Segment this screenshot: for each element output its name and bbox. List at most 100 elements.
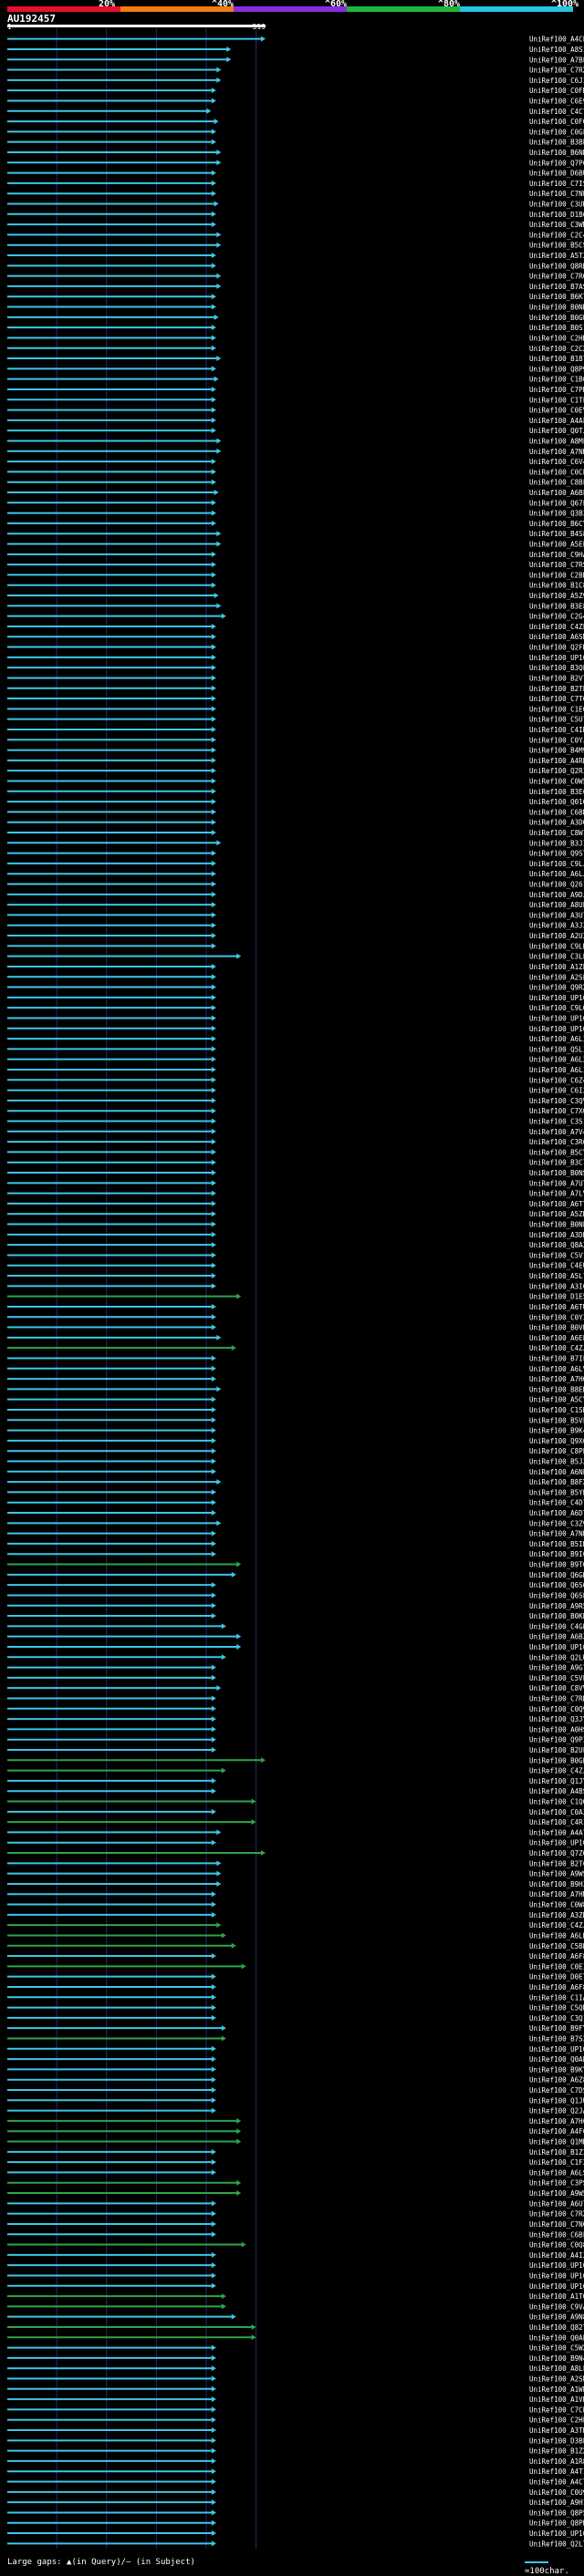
alignment-arrowhead — [211, 1180, 216, 1186]
subject-label: UniRef100_A9N8B3 — [529, 2313, 584, 2322]
subject-label: UniRef100_D0ET13 — [529, 1973, 584, 1981]
alignment-arrowhead — [211, 2437, 216, 2444]
subject-label: UniRef100_A2U3N0 — [529, 932, 584, 940]
alignment-arrowhead — [211, 211, 216, 217]
subject-label: UniRef100_Q7ZG79 — [529, 1849, 584, 1857]
subject-label: UniRef100_C0GFB8 — [529, 128, 584, 136]
alignment-arrowhead — [211, 963, 216, 969]
alignment-arrowhead — [211, 1108, 216, 1114]
alignment-arrowhead — [211, 974, 216, 980]
alignment-arrowhead — [211, 1221, 216, 1227]
alignment-arrowhead — [251, 2334, 256, 2341]
subject-label: UniRef100_C3R6D7 — [529, 1138, 584, 1146]
subject-label: UniRef100_A4F6P9 — [529, 2127, 584, 2136]
alignment-arrowhead — [221, 2303, 226, 2310]
alignment-arrowhead — [211, 1283, 216, 1289]
subject-label: UniRef100_Q67L99 — [529, 499, 584, 507]
alignment-arrowhead — [231, 2313, 236, 2320]
subject-label: UniRef100_A3DRH9 — [529, 1231, 584, 1239]
alignment-arrowhead — [211, 1376, 216, 1382]
legend-label: 20% — [99, 0, 116, 9]
subject-label: UniRef100_C0EI34 — [529, 1962, 584, 1971]
subject-label: UniRef100_C6I218 — [529, 1087, 584, 1095]
subject-label: UniRef100_Q82TF3 — [529, 2323, 584, 2332]
alignment-arrowhead — [211, 510, 216, 516]
subject-label: UniRef100_B2ULG2 — [529, 1746, 584, 1754]
subject-label: UniRef100_C7X0Y0 — [529, 1107, 584, 1115]
alignment-arrowhead — [236, 1293, 242, 1299]
alignment-arrowhead — [211, 1777, 216, 1784]
subject-label: UniRef100_B9TGJ8 — [529, 1561, 584, 1569]
alignment-arrowhead — [211, 1139, 216, 1145]
alignment-arrowhead — [211, 1159, 216, 1165]
alignment-arrowhead — [221, 1654, 226, 1660]
subject-label: UniRef100_C1B6T7 — [529, 376, 584, 384]
scale-legend: =100char. — [525, 2558, 584, 2576]
alignment-arrowhead — [236, 2179, 242, 2186]
subject-label: UniRef100_B5CSC0 — [529, 242, 584, 250]
alignment-arrowhead — [211, 2056, 216, 2063]
alignment-arrowhead — [211, 294, 216, 300]
subject-label: UniRef100_UP1000.. — [529, 2045, 584, 2054]
alignment-arrowhead — [211, 1746, 216, 1753]
subject-label: UniRef100_C7RXR7 — [529, 67, 584, 75]
subject-label: UniRef100_B0GB75 — [529, 1756, 584, 1764]
subject-label: UniRef100_C9LQL2 — [529, 1004, 584, 1012]
alignment-arrowhead — [211, 799, 216, 805]
alignment-arrowhead — [211, 2097, 216, 2104]
alignment-arrowhead — [211, 2365, 216, 2372]
subject-label: UniRef100_A9DJX7 — [529, 891, 584, 899]
subject-label: UniRef100_C2C4K6 — [529, 231, 584, 239]
alignment-arrowhead — [211, 922, 216, 928]
scale-text: =100char. — [525, 2567, 569, 2576]
subject-label: UniRef100_C0U902 — [529, 2488, 584, 2497]
alignment-arrowhead — [211, 2231, 216, 2238]
alignment-arrowhead — [211, 98, 216, 104]
alignment-arrowhead — [236, 2190, 242, 2197]
subject-label: UniRef100_C0EVH8 — [529, 407, 584, 415]
subject-label: UniRef100_C2HEL2 — [529, 2416, 584, 2425]
alignment-arrowhead — [211, 1510, 216, 1516]
subject-label: UniRef100_A6SM96 — [529, 633, 584, 641]
alignment-arrowhead — [221, 2293, 226, 2300]
alignment-arrowhead — [211, 994, 216, 1000]
subject-label: UniRef100_A7HQ83 — [529, 1375, 584, 1383]
alignment-arrowhead — [211, 933, 216, 939]
subject-label: UniRef100_UP1000.. — [529, 1643, 584, 1651]
query-tick-label: 519 — [253, 23, 266, 31]
alignment-arrowhead — [211, 1427, 216, 1433]
alignment-arrowhead — [216, 273, 222, 279]
subject-label: UniRef100_C8VVZ5 — [529, 1684, 584, 1692]
subject-label: UniRef100_B1ZIM5 — [529, 2148, 584, 2157]
subject-label: UniRef100_A9H1E8 — [529, 2498, 584, 2507]
legend-segment — [460, 6, 573, 12]
subject-label: UniRef100_B8EH85 — [529, 1385, 584, 1393]
alignment-arrowhead — [216, 1520, 222, 1526]
subject-label: UniRef100_A6L2M6 — [529, 1056, 584, 1064]
alignment-arrowhead — [211, 1190, 216, 1196]
subject-label: UniRef100_C0FDR6 — [529, 87, 584, 95]
subject-label: UniRef100_A9G703 — [529, 1664, 584, 1672]
alignment-arrowhead — [226, 57, 232, 63]
alignment-arrowhead — [211, 830, 216, 836]
subject-label: UniRef100_C5U7Y6 — [529, 716, 584, 724]
subject-label: UniRef100_B0KB46 — [529, 1612, 584, 1620]
alignment-arrowhead — [211, 819, 216, 825]
alignment-arrowhead — [211, 1983, 216, 1990]
alignment-arrowhead — [211, 1901, 216, 1908]
alignment-arrowhead — [211, 2076, 216, 2083]
alignment-arrowhead — [211, 747, 216, 753]
subject-label: UniRef100_A6DTN7 — [529, 1509, 584, 1517]
alignment-arrowhead — [216, 356, 222, 362]
subject-label: UniRef100_UP1000.. — [529, 2271, 584, 2280]
subject-label: UniRef100_Q6SEU4 — [529, 1591, 584, 1599]
subject-label: UniRef100_B3C7L3 — [529, 1159, 584, 1167]
alignment-arrowhead — [211, 2478, 216, 2485]
subject-label: UniRef100_Q5LIL5 — [529, 1045, 584, 1053]
alignment-arrowhead — [214, 489, 219, 495]
subject-label: UniRef100_A9W586 — [529, 2189, 584, 2198]
alignment-arrowhead — [211, 2354, 216, 2361]
subject-label: UniRef100_C3LE98 — [529, 953, 584, 961]
subject-label: UniRef100_A4RRD6 — [529, 757, 584, 765]
subject-label: UniRef100_Q8A2G4 — [529, 1241, 584, 1249]
